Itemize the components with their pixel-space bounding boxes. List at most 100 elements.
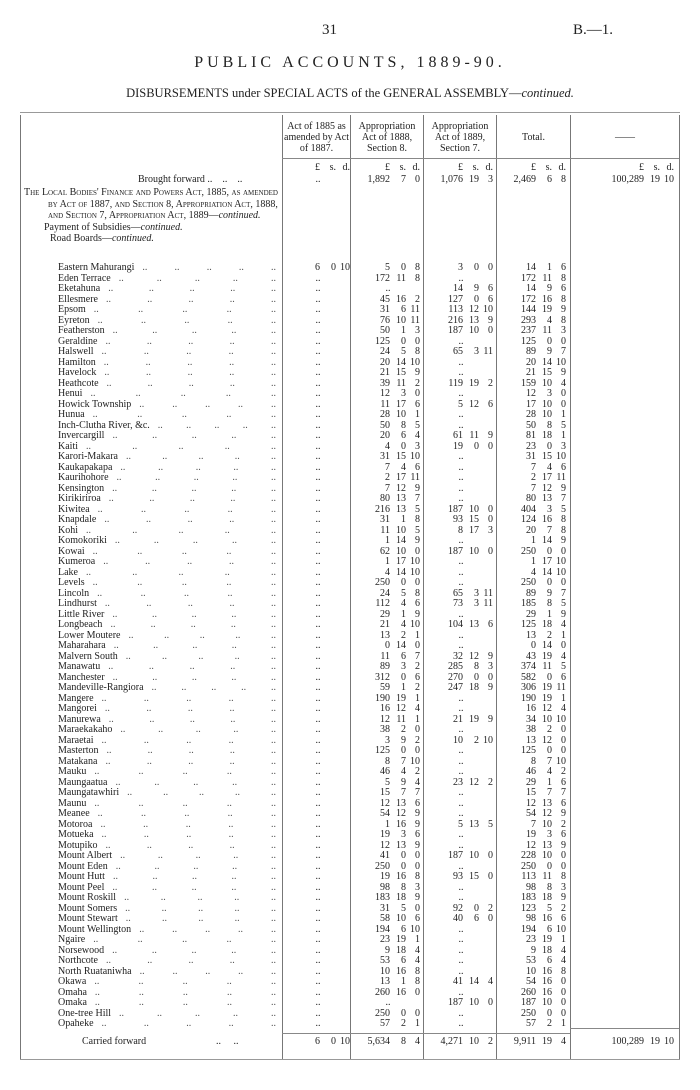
pence: 5 (561, 661, 566, 672)
leader: .. (206, 263, 212, 273)
table-row: Norsewood............ 9 18 4.. 9 18 4 (20, 944, 680, 957)
leader: .. (135, 389, 141, 399)
leader: .. (140, 588, 146, 599)
shillings: 15 (469, 514, 479, 525)
pounds: 12 (526, 388, 536, 399)
leader-dots: .......... (94, 305, 276, 316)
amount-cell: 29 1 9 (356, 609, 420, 621)
leader: .. (188, 294, 194, 305)
leader-dots: .......... (158, 421, 276, 432)
amount-blank: .. (458, 892, 464, 903)
leader: .. (143, 347, 149, 357)
pounds: 12 (380, 713, 390, 725)
leader: .. (103, 557, 109, 567)
pounds: 98 (526, 913, 536, 924)
leader: .. (158, 462, 164, 473)
amount-blank: .. (315, 787, 321, 798)
amount-cell: 13 2 1 (356, 630, 420, 642)
table-row: Omaka.............. 187 10 0 187 10 0 (20, 997, 680, 1009)
pounds: 46 (380, 766, 390, 777)
leader: .. (271, 620, 276, 630)
road-board-name: Manchester (58, 671, 105, 683)
amount-blank: .. (315, 902, 321, 914)
pounds: 159 (521, 377, 536, 389)
leader-dots: .......... (126, 652, 276, 663)
shillings: 19 (396, 934, 406, 945)
road-board-label: Norsewood.......... (58, 944, 276, 957)
pounds: 187 (521, 997, 536, 1008)
pounds: 3 (458, 262, 463, 273)
leader: .. (270, 767, 276, 777)
shillings: 10 (542, 377, 552, 389)
pounds: 125 (521, 745, 536, 756)
pounds: 80 (526, 493, 536, 504)
road-board-name: Maraekakaho (58, 724, 113, 735)
leader: .. (229, 357, 235, 368)
shillings: 10 (542, 409, 552, 420)
pounds: 113 (521, 871, 536, 882)
amount-blank: .. (315, 524, 321, 536)
pence: 6 (488, 619, 493, 630)
shillings: 0 (401, 860, 406, 872)
leader: .. (115, 777, 121, 788)
leader: .. (105, 840, 111, 851)
leader: .. (182, 987, 188, 998)
leader: .. (228, 830, 234, 840)
column-header-total: Total. (522, 132, 545, 143)
pence: 6 (561, 671, 566, 683)
leader: .. (226, 977, 232, 987)
leader: .. (271, 641, 276, 651)
leader: .. (108, 714, 114, 725)
amount-cell: 119 19 2 (429, 378, 493, 390)
pounds: 23 (526, 440, 536, 452)
amount-cell: 10 16 8 (356, 966, 420, 978)
pounds: 12 (526, 839, 536, 851)
road-board-label: Mount Wellington.......... (58, 924, 276, 936)
column-header-appropriation-1888: Appropriation Act of 1888, Section 8. (358, 121, 416, 154)
leader: .. (234, 651, 240, 662)
pounds: 306 (521, 682, 536, 693)
leader-dots: .......... (112, 484, 276, 495)
road-board-name: Komokoriki (58, 535, 107, 546)
column-rule (282, 115, 283, 1059)
leader-dots: .......... (140, 967, 276, 978)
road-board-name: Maraetai (58, 734, 94, 746)
leader: .. (226, 767, 232, 777)
leader: .. (234, 914, 240, 924)
leader: .. (270, 546, 276, 557)
amount-cell: 9,911 19 4 (502, 1036, 566, 1048)
shillings: 9 (547, 587, 552, 599)
shillings: 15 (469, 871, 479, 882)
pounds: 11 (380, 650, 390, 662)
leader: .. (120, 725, 126, 735)
shillings: 2 (547, 1018, 552, 1029)
shillings: 10 (469, 997, 479, 1008)
road-boards-heading: Road Boards—continued. (22, 233, 280, 245)
shillings: 9 (401, 776, 406, 788)
shillings: 6 (401, 304, 406, 315)
pence: 0 (561, 388, 566, 399)
road-board-label: Lindhurst.......... (58, 598, 276, 610)
leader: .. (152, 609, 158, 620)
leader: .. (137, 935, 143, 945)
table-row: Howick Township............ 11 17 6 5 12 6 17 10… (20, 399, 680, 411)
leader: .. (270, 798, 276, 809)
leader: .. (225, 389, 231, 399)
road-board-label: Meanee.......... (58, 808, 276, 820)
amount-cell: 285 8 3 (429, 661, 493, 673)
leader-dots: .......... (120, 463, 276, 474)
road-board-name: Norsewood (58, 944, 105, 956)
shillings: 11 (542, 871, 552, 882)
amount-cell: 31 6 11 (356, 304, 420, 316)
shillings: 17 (396, 472, 406, 483)
leader-dots: .......... (86, 442, 276, 453)
pounds: 28 (526, 409, 536, 420)
road-board-label: Lake.......... (58, 567, 276, 579)
shillings: 14 (396, 640, 406, 651)
leader: .. (232, 273, 238, 284)
shillings: 14 (396, 566, 406, 578)
table-row: Manawatu............ 89 3 2 285 8 3 374 11 5 (20, 661, 680, 673)
leader: .. (228, 693, 234, 704)
amount-blank: .. (458, 566, 464, 578)
